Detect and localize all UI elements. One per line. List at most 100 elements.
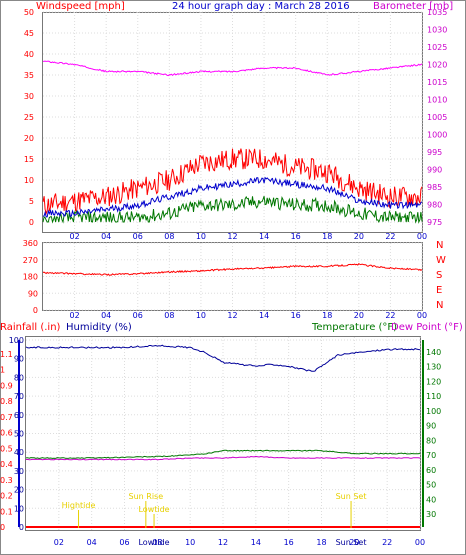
barometer-line bbox=[42, 60, 423, 77]
hum-tick-label: 100 bbox=[9, 336, 24, 345]
rain-tick-label: 0 bbox=[0, 523, 5, 532]
x-tick-label: 16 bbox=[291, 311, 301, 320]
wind-tick-label: 40 bbox=[24, 50, 34, 59]
temp-tick-label: 40 bbox=[426, 495, 436, 504]
rain-tick-label: 0.8 bbox=[0, 397, 13, 406]
baro-tick-label: 990 bbox=[427, 166, 442, 175]
astro-annotation: Lowtide bbox=[138, 505, 169, 514]
astro-annotation: Sun Rise bbox=[129, 492, 164, 501]
x-tick-label: 04 bbox=[101, 311, 111, 320]
barometer-label: Barometer [mb] bbox=[373, 1, 453, 12]
compass-label: N bbox=[436, 240, 443, 251]
astro-bottom-label: Sun Set bbox=[336, 538, 367, 547]
x-tick-label: 16 bbox=[291, 232, 301, 241]
baro-tick-label: 1010 bbox=[427, 96, 447, 105]
rain-tick-label: 0.2 bbox=[0, 492, 13, 501]
temp-tick-label: 90 bbox=[426, 422, 436, 431]
x-tick-label: 18 bbox=[322, 232, 332, 241]
baro-tick-label: 975 bbox=[427, 218, 442, 227]
x-tick-label: 14 bbox=[251, 538, 261, 547]
wind-tick-label: 20 bbox=[24, 134, 34, 143]
baro-tick-label: 995 bbox=[427, 148, 442, 157]
temp-tick-label: 100 bbox=[426, 407, 441, 416]
x-tick-label: 02 bbox=[54, 538, 64, 547]
baro-tick-label: 1035 bbox=[427, 8, 447, 17]
x-tick-label: 20 bbox=[349, 538, 359, 547]
x-tick-label: 14 bbox=[259, 311, 269, 320]
temp-tick-label: 70 bbox=[426, 451, 436, 460]
rain-tick-label: 1 bbox=[0, 366, 5, 375]
rain-tick-label: 0.7 bbox=[0, 413, 13, 422]
dewpoint-label: Dew Point (°F) bbox=[391, 322, 463, 333]
baro-tick-label: 1000 bbox=[427, 131, 447, 140]
baro-tick-label: 1015 bbox=[427, 78, 447, 87]
x-tick-label: 10 bbox=[196, 232, 206, 241]
axes-layer: 0510152025303540455097598098599099510001… bbox=[0, 8, 447, 547]
baro-tick-label: 1005 bbox=[427, 113, 447, 122]
temperature-label: Temperature (°F) bbox=[311, 322, 397, 333]
humidity-label: Humidity (%) bbox=[66, 322, 132, 333]
temp-tick-label: 130 bbox=[426, 363, 441, 372]
wind-tick-label: 5 bbox=[29, 197, 34, 206]
x-tick-label: 08 bbox=[164, 232, 174, 241]
wind-min-line bbox=[42, 195, 423, 224]
baro-tick-label: 1025 bbox=[427, 43, 447, 52]
wind-tick-label: 0 bbox=[29, 218, 34, 227]
gridlines bbox=[26, 11, 423, 530]
wind-tick-label: 35 bbox=[24, 71, 34, 80]
wind-tick-label: 15 bbox=[24, 155, 34, 164]
dir-tick-label: 180 bbox=[23, 273, 38, 282]
x-tick-label: 02 bbox=[69, 232, 79, 241]
humidity-line bbox=[25, 344, 421, 372]
x-tick-label: 04 bbox=[87, 538, 97, 547]
rain-tick-label: 0.1 bbox=[0, 507, 13, 516]
x-tick-label: 00 bbox=[415, 538, 425, 547]
rain-tick-label: 0.9 bbox=[0, 381, 13, 390]
x-tick-label: 22 bbox=[385, 311, 395, 320]
astro-annotation: Sun Set bbox=[336, 492, 367, 501]
x-tick-label: 06 bbox=[133, 232, 143, 241]
rain-tick-label: 0.3 bbox=[0, 476, 13, 485]
x-tick-label: 18 bbox=[322, 311, 332, 320]
dir-tick-label: 270 bbox=[23, 256, 38, 265]
wind-tick-label: 45 bbox=[24, 29, 34, 38]
astro-bottom-label: Lowtide bbox=[138, 538, 169, 547]
wind-tick-label: 25 bbox=[24, 113, 34, 122]
x-tick-label: 12 bbox=[218, 538, 228, 547]
compass-label: W bbox=[436, 255, 446, 266]
compass-label: N bbox=[436, 300, 443, 311]
compass-label: S bbox=[436, 270, 442, 281]
wind-tick-label: 10 bbox=[24, 176, 34, 185]
x-tick-label: 18 bbox=[316, 538, 326, 547]
temperature-line bbox=[25, 449, 421, 460]
x-tick-label: 00 bbox=[417, 232, 427, 241]
x-tick-label: 22 bbox=[382, 538, 392, 547]
chart-title: 24 hour graph day : March 28 2016 bbox=[172, 1, 350, 12]
temp-tick-label: 50 bbox=[426, 481, 436, 490]
temp-tick-label: 140 bbox=[426, 348, 441, 357]
temp-tick-label: 120 bbox=[426, 377, 441, 386]
direction-line bbox=[42, 263, 423, 276]
temp-tick-label: 30 bbox=[426, 510, 436, 519]
windspeed-label: Windspeed [mph] bbox=[36, 1, 125, 12]
x-tick-label: 06 bbox=[119, 538, 129, 547]
x-tick-label: 12 bbox=[227, 311, 237, 320]
temp-tick-label: 110 bbox=[426, 392, 441, 401]
baro-tick-label: 985 bbox=[427, 183, 442, 192]
x-tick-label: 04 bbox=[101, 232, 111, 241]
compass-label: E bbox=[436, 285, 442, 296]
x-tick-label: 14 bbox=[259, 232, 269, 241]
x-tick-label: 00 bbox=[417, 311, 427, 320]
dir-tick-label: 0 bbox=[33, 306, 38, 315]
rain-tick-label: 0.5 bbox=[0, 444, 13, 453]
dewpoint-line bbox=[25, 455, 421, 461]
hum-tick-label: 0 bbox=[19, 523, 24, 532]
dir-tick-label: 360 bbox=[23, 239, 38, 248]
baro-tick-label: 1020 bbox=[427, 61, 447, 70]
wind-tick-label: 30 bbox=[24, 92, 34, 101]
baro-tick-label: 980 bbox=[427, 201, 442, 210]
baro-tick-label: 1030 bbox=[427, 26, 447, 35]
temp-tick-label: 80 bbox=[426, 436, 436, 445]
